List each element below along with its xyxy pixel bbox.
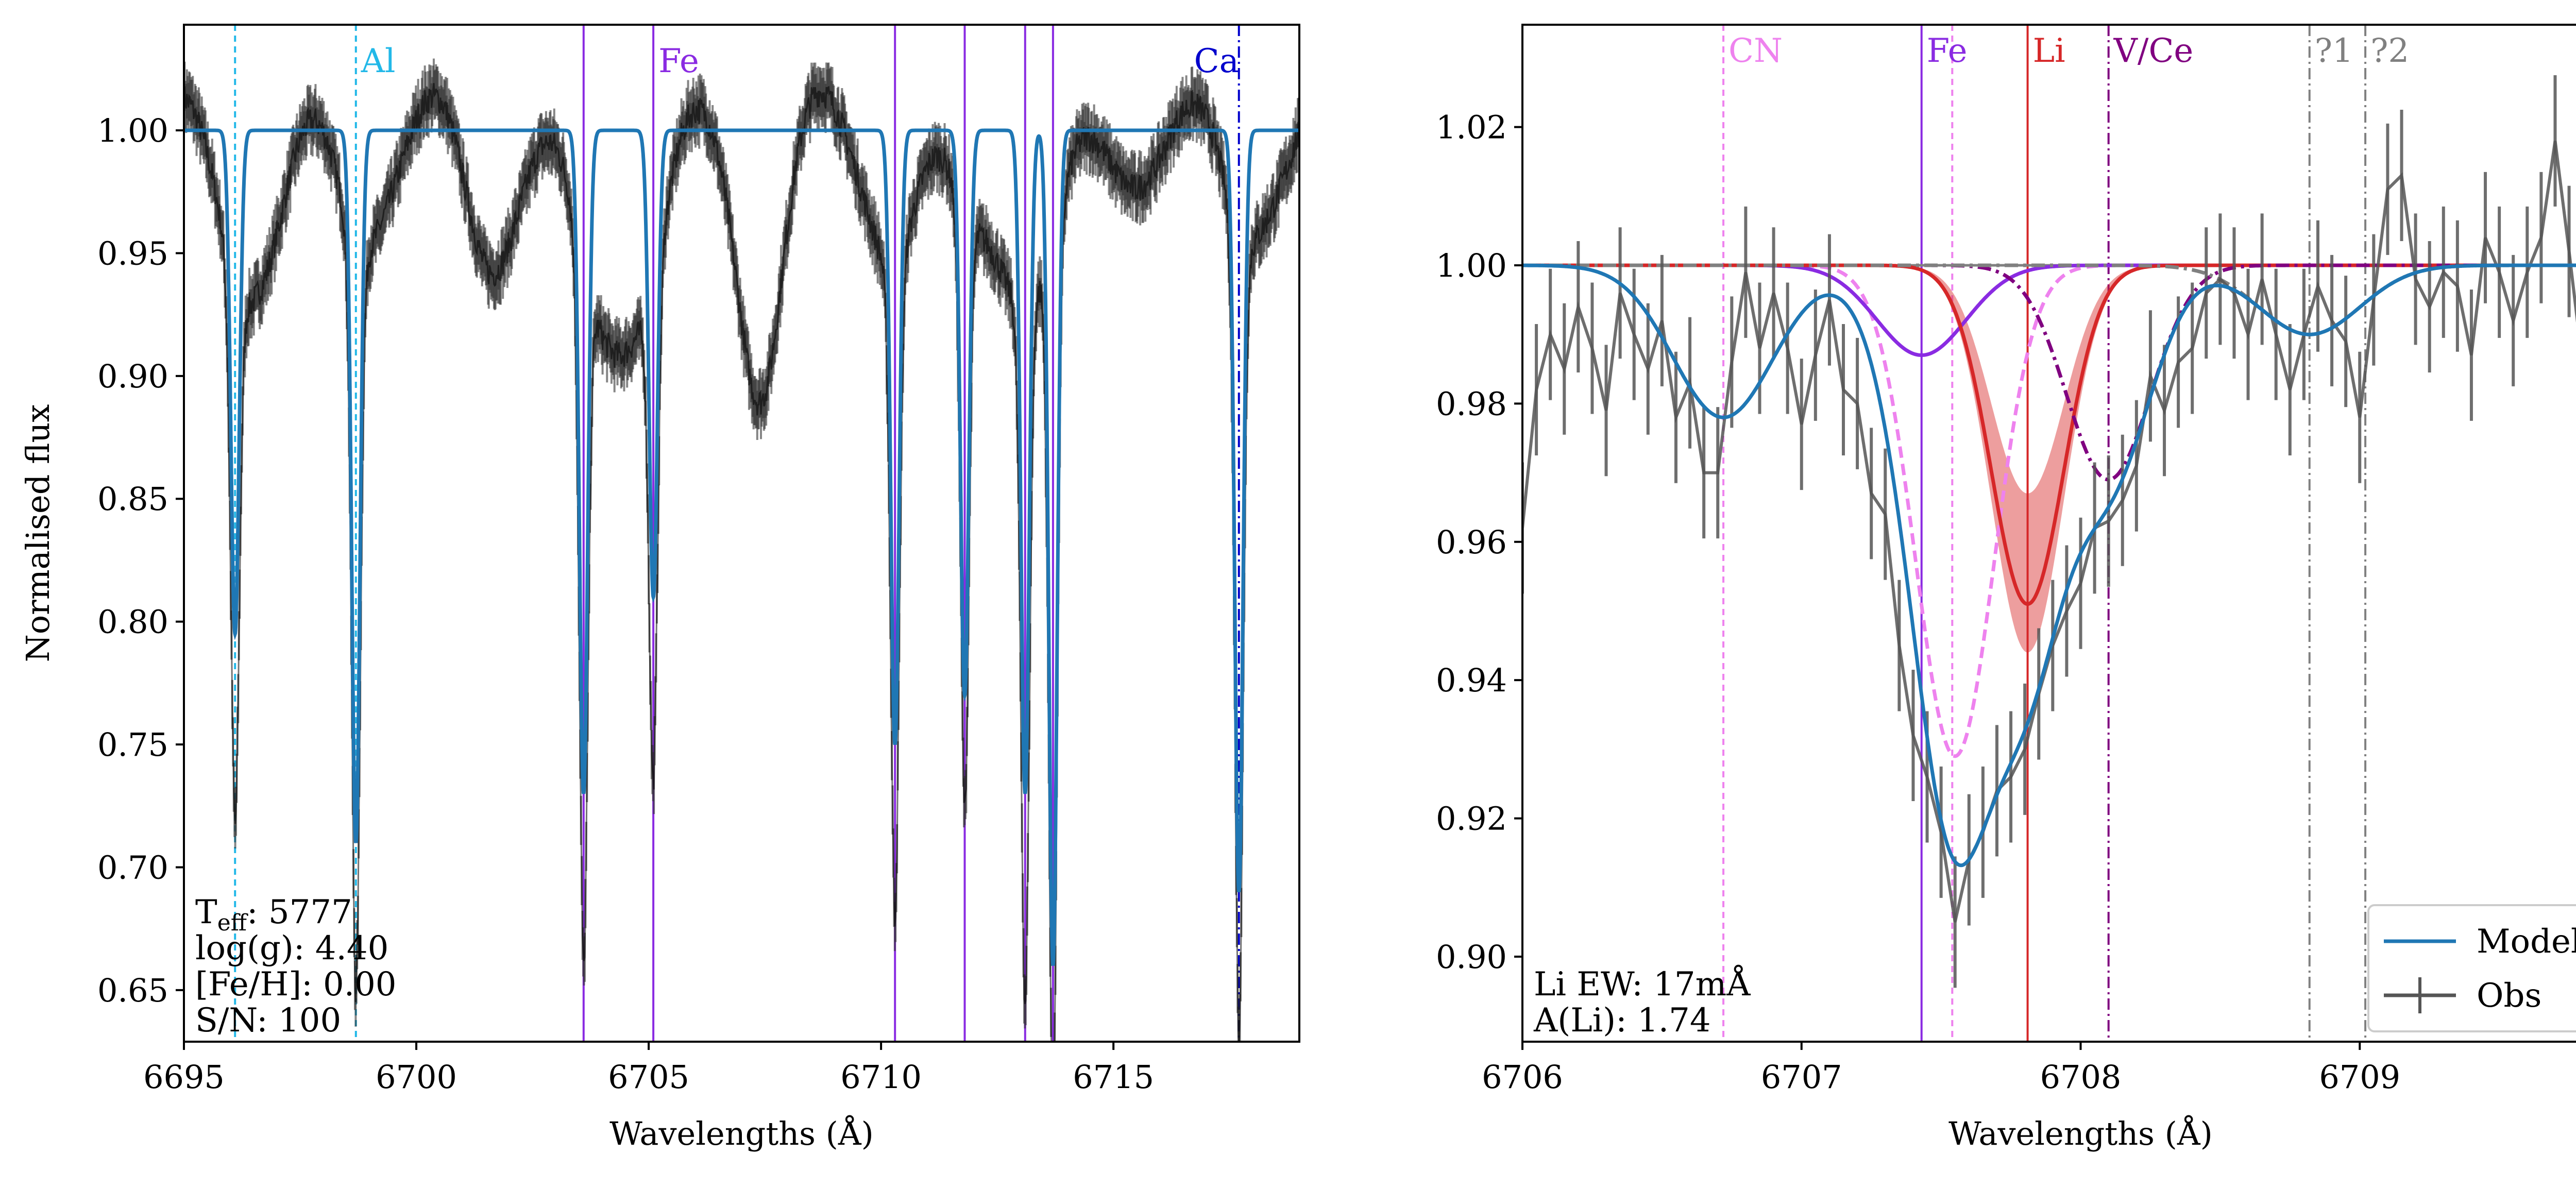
y-tick-label: 0.75 bbox=[97, 726, 168, 763]
line-label: Ca bbox=[1194, 42, 1239, 80]
left-panel: Al Fe Ca 6695 6700 6705 6710 6715 0.65 0.70 0.75 0.… bbox=[19, 24, 1300, 1152]
line-label: Fe bbox=[1927, 32, 1968, 70]
line-label: ?1 bbox=[2315, 32, 2353, 70]
x-tick-label: 6700 bbox=[376, 1058, 457, 1096]
y-tick-label: 1.02 bbox=[1436, 109, 1507, 146]
y-tick-label: 1.00 bbox=[1436, 247, 1507, 284]
line-label: ?2 bbox=[2370, 32, 2409, 70]
y-tick-label: 0.95 bbox=[97, 234, 168, 272]
legend-obs-label: Obs bbox=[2477, 977, 2541, 1015]
stellar-param: Teff: 5777 bbox=[195, 893, 352, 936]
x-tick-label: 6706 bbox=[1482, 1058, 1563, 1096]
right-panel: CNFeLiV/Ce?1?2670667076708670967100.900.… bbox=[1436, 24, 2576, 1152]
x-tick-label: 6709 bbox=[2319, 1058, 2400, 1096]
obs-line bbox=[184, 83, 1299, 1042]
param-value: : 100 bbox=[257, 1002, 341, 1040]
param-name: T bbox=[195, 893, 217, 931]
param-subscript: eff bbox=[217, 910, 248, 936]
x-tick-label: 6707 bbox=[1761, 1058, 1842, 1096]
li-uncertainty-band bbox=[1522, 265, 2576, 653]
stellar-param: log(g): 4.40 bbox=[195, 929, 388, 968]
stellar-param: S/N: 100 bbox=[195, 1002, 341, 1040]
y-tick-label: 0.92 bbox=[1436, 800, 1507, 838]
line-label: V/Ce bbox=[2113, 32, 2194, 70]
x-tick-label: 6695 bbox=[143, 1058, 225, 1096]
li-annotation: Li EW: 17mÅ bbox=[1534, 965, 1751, 1004]
stellar-param: [Fe/H]: 0.00 bbox=[195, 965, 397, 1004]
plot-area bbox=[1522, 25, 2576, 1042]
component-1 bbox=[1522, 263, 2576, 336]
line-label: Li bbox=[2033, 32, 2065, 70]
legend-model-label: Model bbox=[2477, 923, 2576, 961]
x-tick-label: 6708 bbox=[2040, 1058, 2122, 1096]
y-tick-label: 1.00 bbox=[97, 112, 168, 149]
plot-area bbox=[184, 25, 1299, 1042]
y-tick-label: 0.70 bbox=[97, 848, 168, 886]
y-axis-label: Normalised flux bbox=[19, 404, 57, 663]
obs-line bbox=[1522, 140, 2576, 923]
x-tick-label: 6705 bbox=[608, 1058, 689, 1096]
y-tick-label: 0.80 bbox=[97, 603, 168, 641]
li-annotation: A(Li): 1.74 bbox=[1533, 1002, 1711, 1040]
line-label: Fe bbox=[658, 42, 699, 80]
y-tick-label: 0.96 bbox=[1436, 523, 1507, 561]
line-label: Al bbox=[361, 42, 396, 80]
param-value: : 0.00 bbox=[301, 965, 396, 1004]
param-name: S/N bbox=[195, 1002, 257, 1040]
legend: Model Obs bbox=[2367, 904, 2576, 1032]
model-line bbox=[1522, 263, 2576, 868]
y-tick-label: 0.90 bbox=[1436, 938, 1507, 976]
param-name: [Fe/H] bbox=[195, 965, 301, 1004]
y-tick-label: 0.98 bbox=[1436, 385, 1507, 422]
param-value: : 5777 bbox=[247, 893, 352, 931]
model-line bbox=[184, 128, 1299, 966]
x-tick-label: 6715 bbox=[1073, 1058, 1154, 1096]
x-axis-label: Wavelengths (Å) bbox=[609, 1115, 874, 1152]
axes-frame bbox=[183, 24, 1300, 1043]
line-label: CN bbox=[1728, 32, 1783, 70]
y-tick-label: 0.85 bbox=[97, 480, 168, 518]
y-tick-label: 0.65 bbox=[97, 972, 168, 1009]
x-axis-label: Wavelengths (Å) bbox=[1948, 1115, 2213, 1152]
component-li bbox=[1522, 263, 2576, 606]
y-tick-label: 0.90 bbox=[97, 358, 168, 395]
param-value: : 4.40 bbox=[294, 929, 388, 968]
x-tick-label: 6710 bbox=[840, 1058, 922, 1096]
param-name: log(g) bbox=[195, 929, 294, 968]
y-tick-label: 0.94 bbox=[1436, 661, 1507, 699]
